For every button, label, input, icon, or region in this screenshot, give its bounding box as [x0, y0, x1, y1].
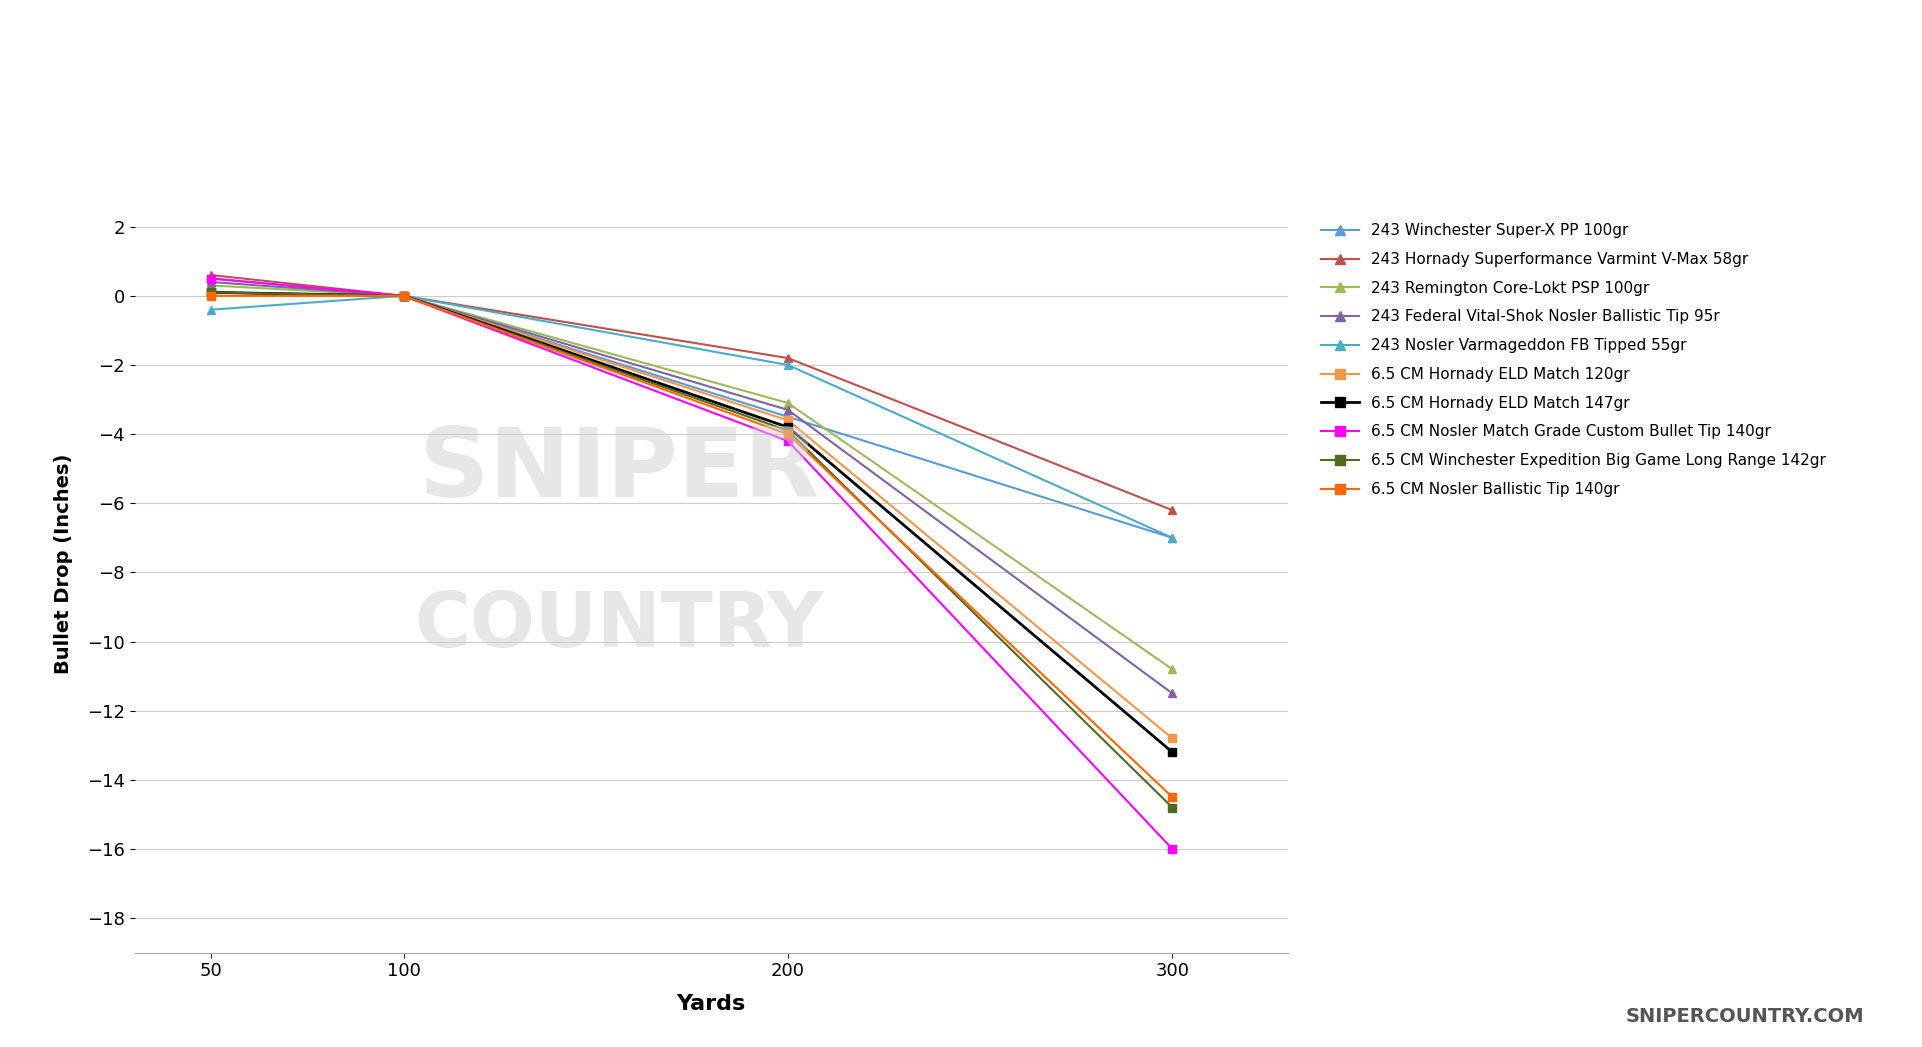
243 Federal Vital-Shok Nosler Ballistic Tip 95r [200, 275, 223, 288]
243 Remington Core-Lokt PSP 100gr [776, 397, 800, 409]
6.5 CM Hornady ELD Match 120gr [1161, 732, 1184, 744]
6.5 CM Winchester Expedition Big Game Long Range 142gr [1161, 801, 1184, 814]
6.5 CM Nosler Match Grade Custom Bullet Tip 140gr [776, 435, 800, 447]
Line: 6.5 CM Nosler Match Grade Custom Bullet Tip 140gr: 6.5 CM Nosler Match Grade Custom Bullet … [208, 274, 1176, 853]
243 Winchester Super-X PP 100gr [392, 290, 415, 303]
Text: SHORT RANGE TRAJECTORY: SHORT RANGE TRAJECTORY [298, 35, 1624, 117]
243 Winchester Super-X PP 100gr [1161, 532, 1184, 544]
Line: 6.5 CM Winchester Expedition Big Game Long Range 142gr: 6.5 CM Winchester Expedition Big Game Lo… [208, 288, 1176, 811]
6.5 CM Nosler Ballistic Tip 140gr [392, 290, 415, 303]
Line: 243 Nosler Varmageddon FB Tipped 55gr: 243 Nosler Varmageddon FB Tipped 55gr [208, 292, 1176, 542]
6.5 CM Winchester Expedition Big Game Long Range 142gr [200, 286, 223, 298]
Line: 243 Remington Core-Lokt PSP 100gr: 243 Remington Core-Lokt PSP 100gr [208, 282, 1176, 673]
6.5 CM Nosler Ballistic Tip 140gr [1161, 790, 1184, 803]
243 Nosler Varmageddon FB Tipped 55gr [776, 359, 800, 372]
6.5 CM Nosler Ballistic Tip 140gr [200, 290, 223, 303]
Line: 6.5 CM Nosler Ballistic Tip 140gr: 6.5 CM Nosler Ballistic Tip 140gr [208, 292, 1176, 801]
6.5 CM Hornady ELD Match 147gr [1161, 745, 1184, 758]
Y-axis label: Bullet Drop (Inches): Bullet Drop (Inches) [54, 453, 73, 674]
243 Hornady Superformance Varmint V-Max 58gr [200, 269, 223, 282]
6.5 CM Nosler Match Grade Custom Bullet Tip 140gr [1161, 843, 1184, 855]
243 Nosler Varmageddon FB Tipped 55gr [200, 304, 223, 316]
6.5 CM Nosler Ballistic Tip 140gr [776, 428, 800, 441]
6.5 CM Hornady ELD Match 120gr [392, 290, 415, 303]
243 Federal Vital-Shok Nosler Ballistic Tip 95r [1161, 687, 1184, 699]
6.5 CM Nosler Match Grade Custom Bullet Tip 140gr [200, 272, 223, 285]
Line: 243 Hornady Superformance Varmint V-Max 58gr: 243 Hornady Superformance Varmint V-Max … [208, 271, 1176, 514]
Text: SNIPER: SNIPER [419, 424, 819, 517]
Legend: 243 Winchester Super-X PP 100gr, 243 Hornady Superformance Varmint V-Max 58gr, 2: 243 Winchester Super-X PP 100gr, 243 Hor… [1315, 217, 1832, 503]
Line: 6.5 CM Hornady ELD Match 120gr: 6.5 CM Hornady ELD Match 120gr [208, 288, 1176, 742]
243 Nosler Varmageddon FB Tipped 55gr [392, 290, 415, 303]
243 Remington Core-Lokt PSP 100gr [392, 290, 415, 303]
243 Remington Core-Lokt PSP 100gr [1161, 663, 1184, 675]
Text: COUNTRY: COUNTRY [415, 589, 823, 663]
243 Winchester Super-X PP 100gr [776, 410, 800, 423]
243 Nosler Varmageddon FB Tipped 55gr [1161, 532, 1184, 544]
Line: 6.5 CM Hornady ELD Match 147gr: 6.5 CM Hornady ELD Match 147gr [208, 288, 1176, 756]
6.5 CM Nosler Match Grade Custom Bullet Tip 140gr [392, 290, 415, 303]
243 Hornady Superformance Varmint V-Max 58gr [1161, 504, 1184, 516]
Text: SNIPERCOUNTRY.COM: SNIPERCOUNTRY.COM [1626, 1007, 1864, 1026]
6.5 CM Hornady ELD Match 120gr [200, 286, 223, 298]
243 Federal Vital-Shok Nosler Ballistic Tip 95r [392, 290, 415, 303]
6.5 CM Winchester Expedition Big Game Long Range 142gr [776, 424, 800, 437]
Line: 243 Winchester Super-X PP 100gr: 243 Winchester Super-X PP 100gr [208, 274, 1176, 542]
Line: 243 Federal Vital-Shok Nosler Ballistic Tip 95r: 243 Federal Vital-Shok Nosler Ballistic … [208, 277, 1176, 697]
6.5 CM Hornady ELD Match 147gr [392, 290, 415, 303]
6.5 CM Hornady ELD Match 147gr [776, 421, 800, 433]
6.5 CM Hornady ELD Match 120gr [776, 414, 800, 426]
6.5 CM Winchester Expedition Big Game Long Range 142gr [392, 290, 415, 303]
243 Hornady Superformance Varmint V-Max 58gr [776, 352, 800, 364]
X-axis label: Yards: Yards [677, 995, 746, 1015]
243 Remington Core-Lokt PSP 100gr [200, 280, 223, 292]
243 Federal Vital-Shok Nosler Ballistic Tip 95r [776, 404, 800, 417]
243 Winchester Super-X PP 100gr [200, 272, 223, 285]
243 Hornady Superformance Varmint V-Max 58gr [392, 290, 415, 303]
6.5 CM Hornady ELD Match 147gr [200, 286, 223, 298]
